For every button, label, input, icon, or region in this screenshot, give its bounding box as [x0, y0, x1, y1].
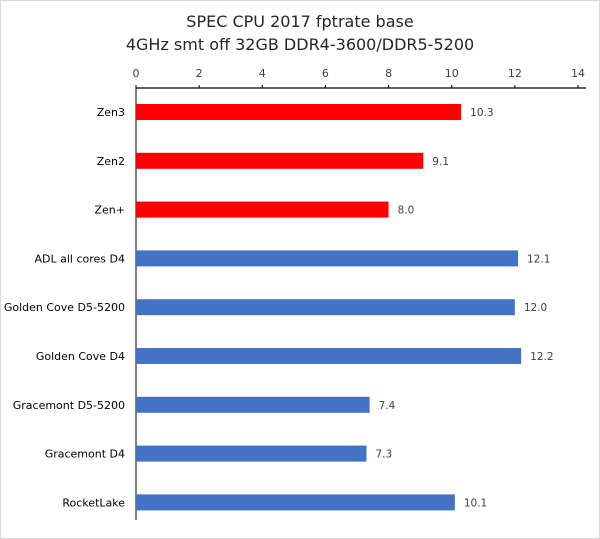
- data-label: 10.3: [470, 107, 493, 119]
- bar: [136, 201, 389, 218]
- x-tick-label: 0: [133, 67, 140, 80]
- data-label: 12.2: [530, 351, 553, 363]
- bar: [136, 152, 424, 169]
- x-tick-label: 6: [322, 67, 329, 80]
- category-label: Gracemont D4: [45, 448, 125, 461]
- x-tick-label: 14: [571, 67, 585, 80]
- x-tick-label: 12: [508, 67, 522, 80]
- category-label: ADL all cores D4: [35, 252, 126, 265]
- bar: [136, 396, 370, 413]
- bar: [136, 348, 522, 364]
- bar: [136, 250, 519, 267]
- category-label: Gracemont D5-5200: [13, 399, 125, 412]
- category-label: Zen+: [95, 204, 126, 217]
- data-label: 8.0: [398, 205, 415, 217]
- x-tick-label: 10: [445, 67, 459, 80]
- category-label: Zen2: [97, 155, 125, 168]
- bar: [136, 445, 367, 462]
- chart-title: SPEC CPU 2017 fptrate base: [186, 12, 414, 31]
- bar: [136, 299, 515, 316]
- category-label: Golden Cove D4: [36, 350, 125, 363]
- bar: [136, 494, 455, 511]
- data-label: 12.0: [524, 302, 547, 314]
- category-label: Zen3: [97, 106, 125, 119]
- data-label: 7.4: [379, 400, 396, 412]
- category-label: RocketLake: [62, 496, 125, 509]
- x-tick-label: 8: [385, 67, 392, 80]
- data-label: 12.1: [527, 253, 550, 265]
- x-tick-label: 2: [196, 67, 203, 80]
- data-label: 10.1: [464, 497, 487, 509]
- data-label: 9.1: [432, 156, 449, 168]
- bar: [136, 104, 462, 120]
- chart-subtitle: 4GHz smt off 32GB DDR4-3600/DDR5-5200: [125, 35, 475, 54]
- x-tick-label: 4: [259, 67, 266, 80]
- category-label: Golden Cove D5-5200: [4, 301, 125, 314]
- data-label: 7.3: [375, 449, 392, 461]
